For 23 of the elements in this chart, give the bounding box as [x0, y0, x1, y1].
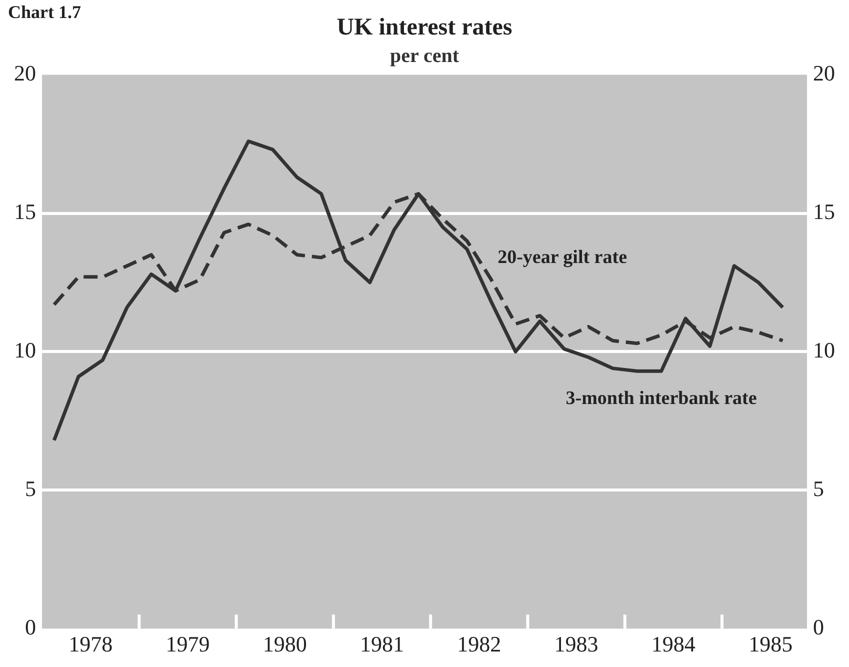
- x-tick-label: 1982: [457, 632, 502, 657]
- y2-tick-label: 5: [813, 476, 824, 501]
- y2-tick-label: 20: [813, 60, 835, 86]
- y-tick-label: 0: [25, 614, 36, 640]
- y-tick-label: 10: [14, 337, 36, 362]
- y2-tick-label: 15: [813, 199, 835, 224]
- y-tick-label: 5: [25, 476, 36, 501]
- x-tick-label: 1979: [166, 632, 210, 657]
- chart-title: UK interest rates: [336, 14, 512, 41]
- chart-subtitle: per cent: [390, 44, 460, 67]
- x-tick-label: 1984: [651, 632, 696, 657]
- y-tick-label: 20: [14, 60, 36, 86]
- x-tick-label: 1985: [748, 632, 793, 657]
- series-label: 3-month interbank rate: [566, 388, 757, 409]
- y2-tick-label: 10: [813, 337, 835, 362]
- caption: Chart 1.7: [8, 2, 81, 23]
- y2-tick-label: 0: [813, 614, 824, 640]
- y-tick-label: 15: [14, 199, 36, 224]
- x-tick-label: 1980: [262, 632, 307, 657]
- series-label: 20-year gilt rate: [498, 246, 628, 268]
- x-tick-label: 1981: [360, 632, 404, 657]
- x-tick-label: 1983: [554, 632, 598, 657]
- x-tick-label: 1978: [68, 632, 113, 657]
